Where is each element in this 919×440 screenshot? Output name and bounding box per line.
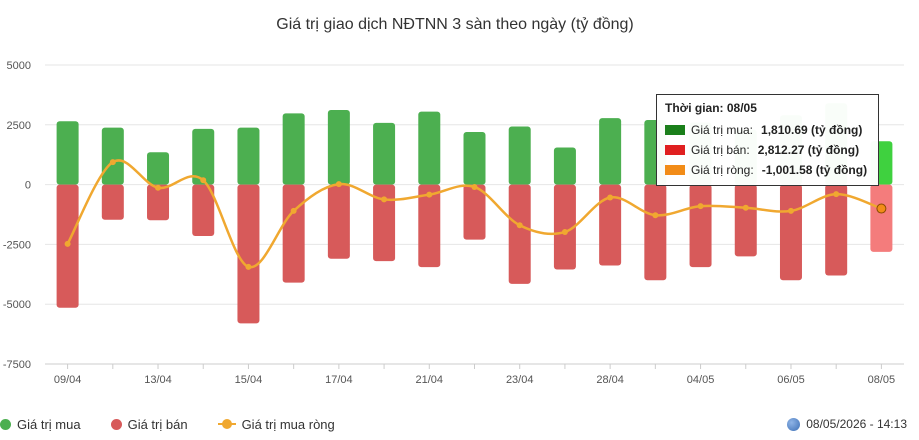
bar-sell-13[interactable] [644,184,667,281]
bar-buy-8[interactable] [418,111,441,185]
bar-sell-12[interactable] [599,184,622,266]
tooltip-value-sell: 2,812.27 (tỷ đồng) [757,143,860,157]
timestamp-text: 08/05/2026 - 14:13 [806,417,907,431]
y-axis: 5000 2500 0 -2500 -5000 -7500 [3,60,31,371]
chart-legend: Giá trị mua Giá trị bán Giá trị mua ròng [0,412,365,436]
bar-sell-11[interactable] [553,184,576,270]
legend-item-sell[interactable]: Giá trị bán [110,416,188,432]
bar-sell-17[interactable] [825,184,848,276]
bar-buy-6[interactable] [327,109,350,185]
net-point-13[interactable] [652,212,659,219]
bar-sell-9[interactable] [463,184,486,240]
x-tick-label-4: 15/04 [235,374,263,386]
net-point-2[interactable] [155,184,162,191]
y-tick-label-5: -7500 [3,359,31,371]
legend-item-net[interactable]: Giá trị mua ròng [217,416,335,432]
net-point-3[interactable] [200,177,207,184]
bar-sell-7[interactable] [373,184,396,262]
y-tick-label-3: -2500 [3,239,31,251]
bar-buy-10[interactable] [508,126,531,185]
net-point-16[interactable] [787,207,794,214]
y-tick-label-1: 2500 [7,120,31,132]
bar-buy-3[interactable] [192,128,215,185]
net-point-7[interactable] [381,196,388,203]
net-point-12[interactable] [607,194,614,201]
bar-sell-15[interactable] [734,184,757,257]
tooltip-row-buy: Giá trị mua: 1,810.69 (tỷ đồng) [665,120,870,140]
bar-sell-8[interactable] [418,184,441,268]
bar-sell-16[interactable] [779,184,802,281]
net-point-9[interactable] [471,183,478,190]
x-tick-label-18: 08/05 [868,374,896,386]
tooltip-value-buy: 1,810.69 (tỷ đồng) [761,123,863,137]
x-tick-label-10: 23/04 [506,374,534,386]
x-tick-label-12: 28/04 [596,374,624,386]
net-point-17[interactable] [833,191,840,198]
net-point-0[interactable] [64,240,71,247]
timestamp: 08/05/2026 - 14:13 [787,412,907,436]
bar-buy-11[interactable] [553,147,576,185]
net-point-5[interactable] [290,207,297,214]
x-tick-label-2: 13/04 [144,374,172,386]
x-tick-label-8: 21/04 [416,374,444,386]
x-axis: 09/04 13/04 15/04 17/04 21/04 23/04 28/04 04/05… [54,364,895,386]
chart-canvas: Giá trị giao dịch NĐTNN 3 sàn theo ngày … [3,16,904,386]
globe-icon [787,417,801,431]
bar-sell-18[interactable] [870,184,893,252]
bar-buy-0[interactable] [56,121,79,185]
legend-label-sell: Giá trị bán [127,416,188,432]
legend-line-net [217,419,236,429]
bar-buy-12[interactable] [599,118,622,185]
bar-sell-5[interactable] [282,184,305,283]
net-point-14[interactable] [697,203,704,210]
bar-sell-2[interactable] [147,184,170,221]
net-point-11[interactable] [561,228,568,235]
bar-buy-5[interactable] [282,113,305,185]
bar-sell-14[interactable] [689,184,712,268]
tooltip-title: Thời gian: 08/05 [665,101,757,115]
bar-sell-1[interactable] [101,184,124,220]
x-tick-label-6: 17/04 [325,374,353,386]
tooltip-swatch-sell [665,145,685,155]
tooltip-value-net: -1,001.58 (tỷ đồng) [761,163,868,177]
tooltip-swatch-net [665,165,685,175]
bar-sell-4[interactable] [237,184,260,324]
bar-buy-9[interactable] [463,131,486,185]
tooltip-swatch-buy [665,125,685,135]
tooltip-row-net: Giá trị ròng: -1,001.58 (tỷ đồng) [665,160,870,180]
net-line-layer [64,159,887,270]
y-tick-label-2: 0 [25,180,31,192]
bar-sell-3[interactable] [192,184,215,237]
chart-tooltip: Thời gian: 08/05 Giá trị mua: 1,810.69 (… [656,94,879,186]
x-tick-label-14: 04/05 [687,374,715,386]
x-tick-label-16: 06/05 [777,374,805,386]
bar-sell-6[interactable] [327,184,350,259]
bar-sell-10[interactable] [508,184,531,284]
net-point-4[interactable] [245,263,252,270]
chart-title: Giá trị giao dịch NĐTNN 3 sàn theo ngày … [276,16,634,33]
y-tick-label-0: 5000 [7,60,31,72]
legend-label-net: Giá trị mua ròng [241,416,335,432]
net-point-1[interactable] [109,159,116,166]
bar-buy-4[interactable] [237,127,260,185]
bar-buy-7[interactable] [373,122,396,185]
bar-buy-2[interactable] [147,152,170,185]
legend-item-buy[interactable]: Giá trị mua [0,417,81,432]
tooltip-label-net: Giá trị ròng: [691,163,754,177]
tooltip-label-buy: Giá trị mua: [691,123,754,137]
net-point-10[interactable] [516,222,523,229]
y-tick-label-4: -5000 [3,299,31,311]
tooltip-row-sell: Giá trị bán: 2,812.27 (tỷ đồng) [665,140,870,160]
net-point-15[interactable] [742,204,749,211]
bar-buy-1[interactable] [101,127,124,185]
tooltip-label-sell: Giá trị bán: [691,143,750,157]
x-tick-label-0: 09/04 [54,374,82,386]
net-point-18[interactable] [876,203,887,214]
legend-label-buy: Giá trị mua [17,416,81,432]
net-point-6[interactable] [335,181,342,188]
legend-dot-sell [110,418,122,430]
legend-dot-buy [0,418,11,430]
net-point-8[interactable] [426,191,433,198]
